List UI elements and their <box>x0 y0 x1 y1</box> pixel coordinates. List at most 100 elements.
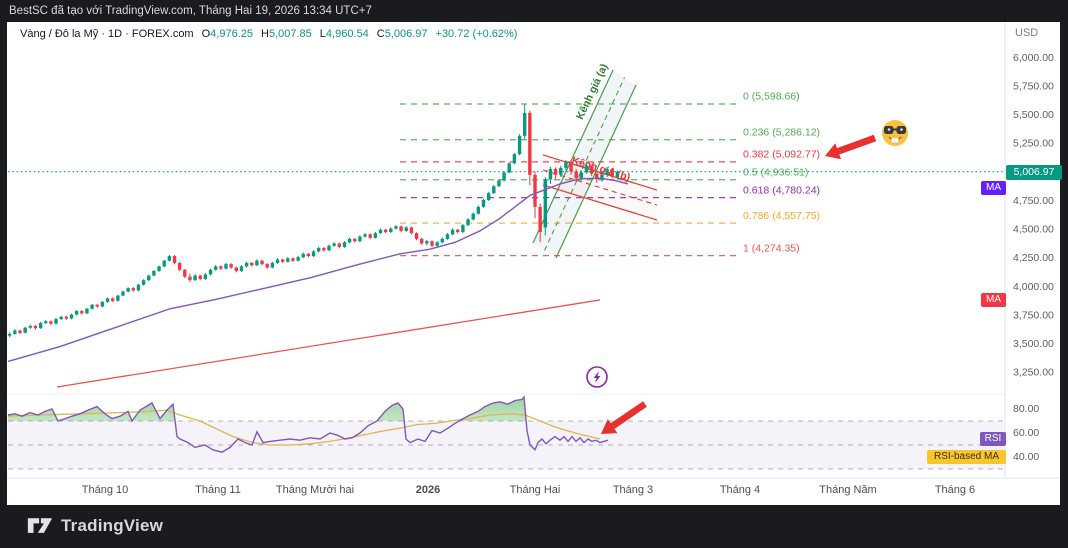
candle-body <box>528 112 532 175</box>
symbol-title[interactable]: Vàng / Đô la Mỹ · 1D · FOREX.com <box>20 28 194 40</box>
candle-body <box>420 238 424 244</box>
candle-body <box>481 199 486 207</box>
open-value: O4,976.25 <box>201 28 253 40</box>
candle-body <box>270 262 275 268</box>
candle-body <box>224 264 228 269</box>
candle-body <box>435 242 439 246</box>
candle-body <box>23 327 27 333</box>
candle-body <box>548 169 553 180</box>
candle-body <box>317 248 321 252</box>
time-axis-label[interactable]: Tháng 11 <box>195 484 241 496</box>
channel-median <box>544 77 625 251</box>
candle-body <box>152 270 156 276</box>
time-axis-label[interactable]: Tháng 10 <box>82 484 128 496</box>
red-arrow-fib <box>825 134 877 160</box>
candle-body <box>167 256 172 261</box>
candle-body <box>13 330 17 334</box>
price-axis-label: 5,750.00 <box>1013 80 1054 92</box>
candle-body <box>208 269 213 275</box>
candle-body <box>559 167 563 175</box>
time-axis-label[interactable]: Tháng 6 <box>935 484 975 496</box>
tradingview-logo[interactable]: TradingView <box>27 515 163 537</box>
time-axis-label[interactable]: Tháng 3 <box>613 484 653 496</box>
change-value: +30.72 (+0.62%) <box>435 28 518 40</box>
attribution-bar: BestSC đã tạo với TradingView.com, Tháng… <box>0 0 1068 22</box>
time-axis-label[interactable]: Tháng Năm <box>819 484 876 496</box>
candle-body <box>265 264 269 268</box>
candle-body <box>177 262 182 270</box>
candle-body <box>100 301 105 307</box>
candle-body <box>399 226 403 231</box>
low-value: L4,960.54 <box>319 28 369 40</box>
candle-body <box>18 330 22 333</box>
candle-body <box>394 226 398 229</box>
candle-body <box>250 262 254 266</box>
candle-body <box>327 245 331 251</box>
price-axis-label: 3,500.00 <box>1013 338 1054 350</box>
candle-body <box>54 319 58 324</box>
candle-body <box>131 288 135 291</box>
candle-body <box>116 295 120 301</box>
rsi-axis-label: 80.00 <box>1013 403 1039 415</box>
price-chart-svg[interactable]: 0 (5,598.66) 0.236 (5,286.12) 0.382 (5,092… <box>7 22 1060 505</box>
candle-body <box>584 165 589 173</box>
price-axis-label: 4,500.00 <box>1013 224 1054 236</box>
time-axis-label[interactable]: Tháng Mười hai <box>276 484 354 496</box>
time-axis-label[interactable]: Tháng 4 <box>720 484 760 496</box>
candle-body <box>502 172 506 181</box>
candle-body <box>8 333 12 336</box>
channel-median <box>542 169 658 206</box>
candle-body <box>332 243 336 246</box>
purple-ma-line <box>7 177 629 363</box>
candle-body <box>342 242 347 247</box>
fib-level-label: 0.5 (4,936.51) <box>743 167 808 179</box>
candle-body <box>38 323 43 329</box>
candle-body <box>244 262 249 267</box>
candle-body <box>162 260 166 267</box>
candle-body <box>69 314 74 319</box>
tradingview-wordmark: TradingView <box>61 516 164 535</box>
candle-body <box>409 227 414 234</box>
candle-body <box>486 193 491 200</box>
ma-red-badge: MA <box>981 293 1006 307</box>
candle-body <box>337 243 341 247</box>
candle-body <box>111 298 115 301</box>
currency-label: USD <box>1015 27 1039 39</box>
high-value: H5,007.85 <box>261 28 312 40</box>
candle-body <box>492 186 496 194</box>
candle-body <box>476 206 481 214</box>
candle-body <box>80 311 84 314</box>
candle-body <box>414 233 419 239</box>
candle-body <box>280 259 285 262</box>
candle-body <box>466 219 470 226</box>
candle-body <box>404 227 408 231</box>
candle-body <box>44 321 48 324</box>
lightning-icon <box>586 366 608 388</box>
candle-body <box>90 304 94 309</box>
candle-body <box>456 229 460 233</box>
candle-body <box>193 275 197 281</box>
symbol-ohlc-bar[interactable]: Vàng / Đô la Mỹ · 1D · FOREX.com O4,976.… <box>20 28 517 40</box>
candle-body <box>311 251 316 257</box>
candle-body <box>296 257 300 261</box>
candle-body <box>363 234 367 237</box>
candle-body <box>157 266 161 271</box>
price-axis-label: 4,250.00 <box>1013 252 1054 264</box>
candle-body <box>59 316 63 320</box>
candle-body <box>553 169 558 175</box>
time-axis-label[interactable]: 2026 <box>416 484 440 496</box>
candle-body <box>425 241 429 244</box>
time-axis-label[interactable]: Tháng Hai <box>510 484 561 496</box>
candle-body <box>595 173 599 180</box>
candle-body <box>579 172 584 179</box>
candle-body <box>605 169 609 175</box>
candle-body <box>275 259 280 263</box>
candle-body <box>574 171 578 179</box>
candle-body <box>33 325 38 329</box>
attribution-text: BestSC đã tạo với TradingView.com, Tháng… <box>9 5 372 17</box>
candle-body <box>121 291 125 296</box>
candle-body <box>569 162 573 172</box>
fib-level-label: 0 (5,598.66) <box>743 91 800 103</box>
chart-panel[interactable]: 0 (5,598.66) 0.236 (5,286.12) 0.382 (5,092… <box>7 22 1062 505</box>
candle-body <box>564 162 568 168</box>
